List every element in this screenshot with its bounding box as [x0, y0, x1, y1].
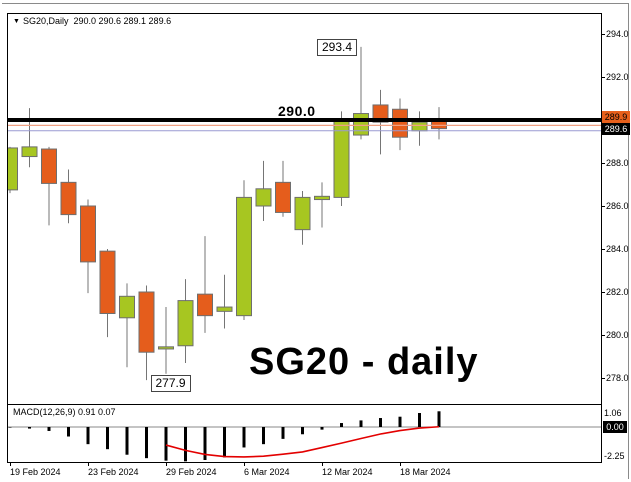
- ohlc-values: 290.0 290.6 289.1 289.6: [73, 16, 172, 26]
- price-tick-label: 286.0: [606, 200, 629, 211]
- macd-histogram-bar: [379, 418, 382, 427]
- macd-zero-badge: 0.00: [603, 421, 627, 433]
- candlestick[interactable]: [353, 113, 369, 136]
- price-chart-canvas[interactable]: [8, 14, 601, 404]
- macd-histogram-bar: [359, 420, 363, 427]
- macd-histogram-bar: [262, 427, 265, 445]
- date-axis-tick: [88, 463, 89, 466]
- candlestick[interactable]: [392, 108, 408, 138]
- price-tick-label: 278.0: [606, 372, 629, 383]
- price-axis-tick: [601, 378, 605, 379]
- macd-histogram-bar: [28, 427, 31, 429]
- candlestick[interactable]: [294, 196, 311, 231]
- macd-histogram-bar: [145, 427, 148, 459]
- macd-histogram-bar: [281, 427, 285, 439]
- candlestick[interactable]: [314, 195, 330, 201]
- price-tick-label: 292.0: [606, 71, 629, 82]
- high-annotation-box[interactable]: 293.4: [317, 38, 358, 56]
- date-axis-tick: [10, 463, 11, 466]
- macd-histogram-bar: [8, 427, 12, 428]
- macd-histogram-bar: [242, 427, 246, 448]
- candlestick[interactable]: [99, 250, 116, 314]
- macd-histogram-bar: [67, 427, 70, 437]
- date-axis-tick: [400, 463, 401, 466]
- window-right-edge: [628, 3, 629, 479]
- candlestick[interactable]: [177, 300, 194, 347]
- date-axis-tick: [166, 463, 167, 466]
- level-290-line[interactable]: [8, 118, 601, 122]
- macd-signal-line: [165, 425, 440, 458]
- price-axis-tick: [601, 77, 605, 78]
- macd-tick-label: 1.06: [604, 407, 622, 418]
- price-chart-panel[interactable]: ▼ SG20,Daily 290.0 290.6 289.1 289.6 290.…: [7, 13, 602, 405]
- candlestick[interactable]: [197, 293, 213, 317]
- low-annotation-box[interactable]: 277.9: [150, 375, 191, 393]
- macd-histogram-bar: [47, 427, 51, 431]
- candlestick[interactable]: [275, 181, 291, 213]
- price-tick-label: 282.0: [606, 286, 629, 297]
- macd-tick-label: -2.25: [604, 451, 625, 462]
- date-tick-label: 23 Feb 2024: [88, 467, 139, 477]
- chart-title-text: SG20 - daily: [249, 341, 479, 383]
- candlestick[interactable]: [80, 205, 96, 263]
- candlestick[interactable]: [41, 148, 57, 184]
- macd-histogram-bar: [203, 427, 207, 460]
- candlestick[interactable]: [60, 181, 77, 216]
- candlestick[interactable]: [21, 146, 38, 158]
- candlestick[interactable]: [236, 196, 252, 317]
- macd-histogram-bar: [301, 427, 304, 435]
- price-axis-tick: [601, 292, 605, 293]
- candlestick[interactable]: [119, 295, 135, 319]
- price-tick-label: 284.0: [606, 243, 629, 254]
- candlestick[interactable]: [138, 291, 155, 353]
- macd-histogram-bar: [437, 411, 441, 427]
- macd-histogram-bar: [184, 427, 187, 462]
- ask-price-badge: 289.9: [602, 111, 630, 123]
- macd-histogram-bar: [398, 416, 402, 427]
- price-axis-tick: [601, 34, 605, 35]
- date-tick-label: 19 Feb 2024: [10, 467, 61, 477]
- macd-histogram-bar: [106, 427, 109, 450]
- date-axis-tick: [244, 463, 245, 466]
- candlestick[interactable]: [372, 104, 389, 123]
- symbol-title: SG20,Daily: [22, 16, 69, 26]
- level-290-label: 290.0: [278, 103, 316, 119]
- macd-panel[interactable]: MACD(12,26,9) 0.91 0.07: [7, 404, 602, 463]
- price-tick-label: 280.0: [606, 329, 629, 340]
- date-axis-tick: [322, 463, 323, 466]
- date-tick-label: 18 Mar 2024: [400, 467, 451, 477]
- price-axis-tick: [601, 163, 605, 164]
- price-tick-label: 294.0: [606, 28, 629, 39]
- macd-histogram-bar: [320, 427, 324, 430]
- candlestick[interactable]: [255, 188, 272, 207]
- date-tick-label: 6 Mar 2024: [244, 467, 290, 477]
- candlestick[interactable]: [216, 306, 233, 312]
- macd-histogram-bar: [125, 427, 129, 455]
- macd-histogram-bar: [86, 427, 90, 445]
- macd-indicator-label: MACD(12,26,9) 0.91 0.07: [11, 407, 118, 417]
- last-price-badge: 289.6: [602, 123, 630, 135]
- price-tick-label: 288.0: [606, 157, 629, 168]
- candlestick[interactable]: [411, 121, 428, 132]
- macd-histogram-bar: [164, 427, 168, 461]
- price-axis-tick: [601, 335, 605, 336]
- chart-header: ▼ SG20,Daily 290.0 290.6 289.1 289.6: [13, 16, 171, 26]
- candlestick[interactable]: [333, 119, 350, 198]
- price-axis-tick: [601, 206, 605, 207]
- symbol-dropdown-icon[interactable]: ▼: [13, 18, 20, 25]
- date-tick-label: 29 Feb 2024: [166, 467, 217, 477]
- macd-histogram-bar: [223, 427, 226, 458]
- candlestick[interactable]: [158, 346, 174, 350]
- price-axis-tick: [601, 249, 605, 250]
- candlestick[interactable]: [8, 147, 18, 191]
- macd-histogram-bar: [340, 423, 343, 427]
- macd-histogram-bar: [418, 413, 421, 427]
- date-tick-label: 12 Mar 2024: [322, 467, 373, 477]
- macd-canvas[interactable]: [8, 405, 601, 462]
- window-top-edge: [2, 3, 629, 4]
